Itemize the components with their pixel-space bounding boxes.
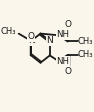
Text: NH: NH xyxy=(57,30,70,39)
Text: O: O xyxy=(28,32,35,41)
Text: N: N xyxy=(28,36,34,45)
Text: CH₃: CH₃ xyxy=(78,37,93,46)
Text: O: O xyxy=(64,67,71,76)
Text: N: N xyxy=(46,36,53,45)
Text: O: O xyxy=(64,20,71,29)
Text: CH₃: CH₃ xyxy=(78,50,93,59)
Text: –: – xyxy=(13,27,19,37)
Text: CH₃: CH₃ xyxy=(0,27,16,36)
Text: NH: NH xyxy=(57,57,70,66)
